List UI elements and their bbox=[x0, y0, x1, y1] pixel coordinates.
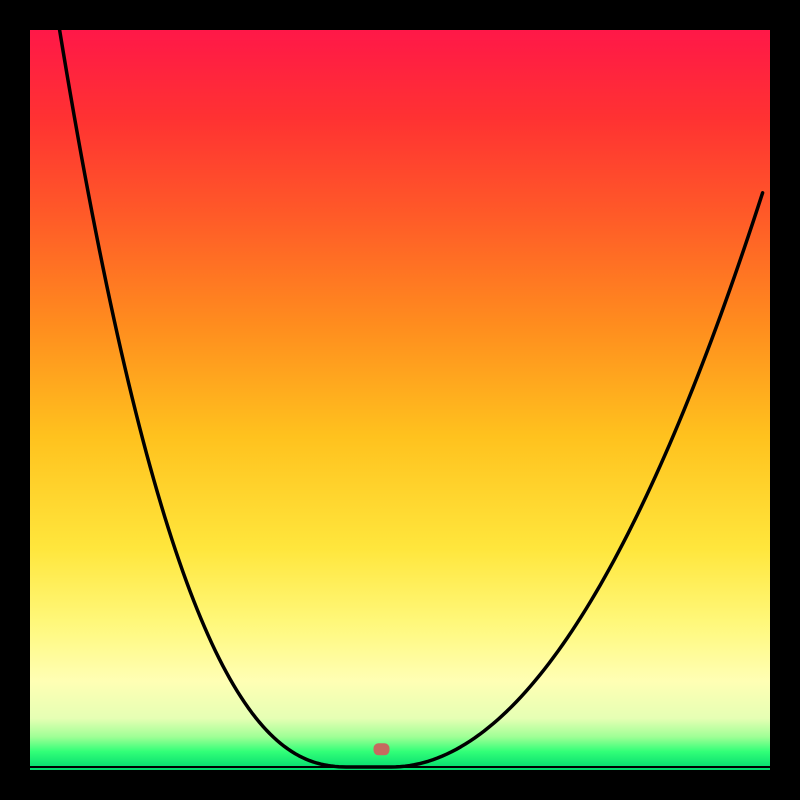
chart-svg bbox=[30, 30, 770, 770]
chart-minimum-marker bbox=[374, 743, 390, 755]
chart-plot-area bbox=[30, 30, 770, 770]
chart-background-gradient bbox=[30, 30, 770, 770]
